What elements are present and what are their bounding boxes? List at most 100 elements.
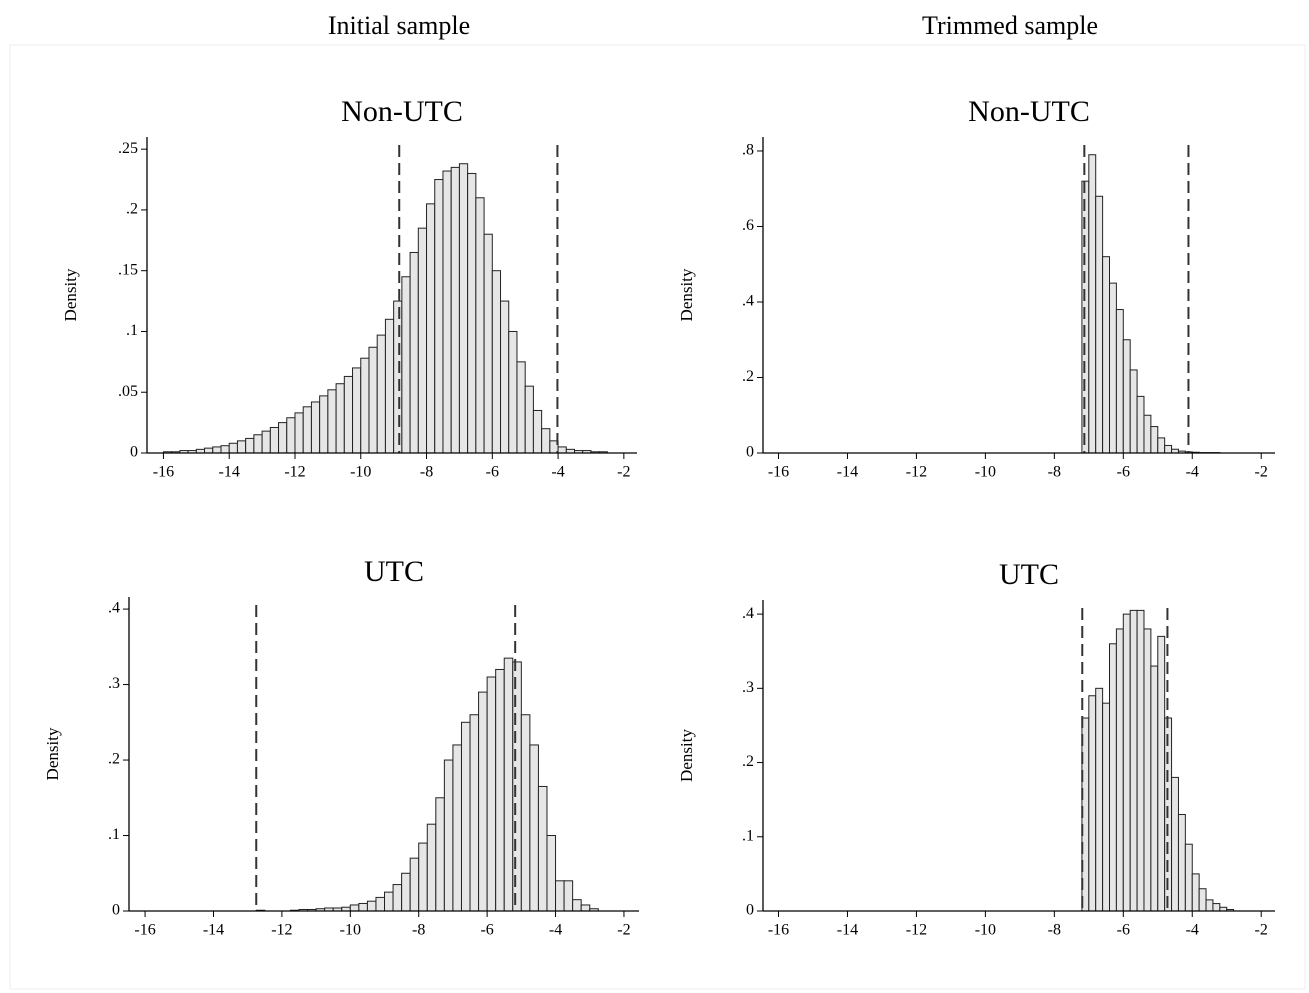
x-tick-label: -6 [1117,922,1130,939]
y-tick-label: .2 [742,368,754,385]
x-tick-label: -16 [153,464,174,481]
x-tick-label: -6 [480,922,493,939]
bar [1081,180,1090,454]
bar [516,361,526,454]
y-tick-label: .15 [118,261,138,278]
bar [434,179,444,454]
column-title: Trimmed sample [922,11,1098,40]
bar [401,872,411,912]
bar [278,422,288,454]
bar [212,446,222,454]
x-tick-label: -8 [420,464,433,481]
x-tick-label: -6 [1117,464,1130,481]
bar [512,661,522,912]
bar [452,744,462,912]
bar [1122,339,1131,454]
bar [236,440,247,454]
bar [294,412,304,454]
bar [261,430,271,454]
bar [1205,899,1214,912]
bar [541,428,551,454]
x-tick-label: -14 [219,464,240,481]
x-tick-label: -4 [549,922,562,939]
bar [443,759,454,912]
y-tick-label: .3 [108,675,120,692]
bar [1136,609,1145,912]
y-tick-label: .6 [742,217,754,234]
bar [343,375,354,454]
bar [376,334,386,454]
x-tick-label: -8 [1048,464,1061,481]
bar [1102,702,1111,912]
bar [204,447,214,454]
x-tick-label: -16 [768,922,789,939]
bar [572,899,582,912]
y-tick-label: .4 [108,600,120,617]
bar [352,367,362,454]
x-tick-label: -10 [340,922,361,939]
bar [508,330,518,454]
bar [469,714,480,912]
y-tick-label: .4 [742,605,754,622]
x-tick-label: -4 [1186,464,1199,481]
bar [483,233,493,454]
bar [491,270,502,454]
bar [302,406,312,454]
x-tick-label: -12 [284,464,305,481]
chart-title: Non-UTC [341,95,463,128]
x-tick-label: -4 [551,464,564,481]
bar [529,744,539,912]
y-tick-label: .25 [118,140,138,157]
bar [327,389,337,454]
bar [375,896,386,912]
bar [475,197,485,454]
y-tick-label: .4 [742,293,754,310]
bar [1136,395,1145,454]
bar [580,904,591,912]
bar [557,446,567,454]
bar [335,383,345,454]
x-tick-label: -2 [1255,922,1268,939]
x-tick-label: -4 [1186,922,1199,939]
y-axis-label: Density [43,727,62,780]
x-tick-label: -12 [906,464,927,481]
y-tick-label: .3 [742,679,754,696]
bar [546,835,557,912]
bar [319,395,329,454]
y-tick-label: .1 [108,826,120,843]
y-tick-label: 0 [112,902,120,919]
bar [458,163,469,454]
bar [1115,309,1124,454]
bar [269,426,280,454]
bar [1095,195,1104,454]
y-tick-label: 0 [746,444,754,461]
bar [478,691,488,912]
x-tick-label: -14 [837,922,858,939]
bar [1184,843,1193,912]
chart-title: UTC [999,558,1059,591]
x-tick-label: -6 [486,464,499,481]
bar [442,170,452,454]
bar [1157,437,1166,454]
y-tick-label: .8 [742,142,754,159]
bar [286,417,296,454]
bar [1109,643,1117,912]
x-tick-label: -12 [906,922,927,939]
bar [409,251,419,454]
bar [310,401,321,454]
bar [426,203,436,454]
bar [220,445,230,454]
bar [563,880,574,912]
bar [1150,665,1159,912]
bar [1157,635,1166,912]
y-axis-label: Density [677,729,696,782]
bar [486,676,497,912]
bar [392,884,403,912]
y-tick-label: .1 [742,827,754,844]
bar [1164,444,1173,454]
bar [460,721,471,912]
bar [1129,609,1138,912]
x-tick-label: -10 [975,922,996,939]
x-tick-label: -2 [1255,464,1268,481]
